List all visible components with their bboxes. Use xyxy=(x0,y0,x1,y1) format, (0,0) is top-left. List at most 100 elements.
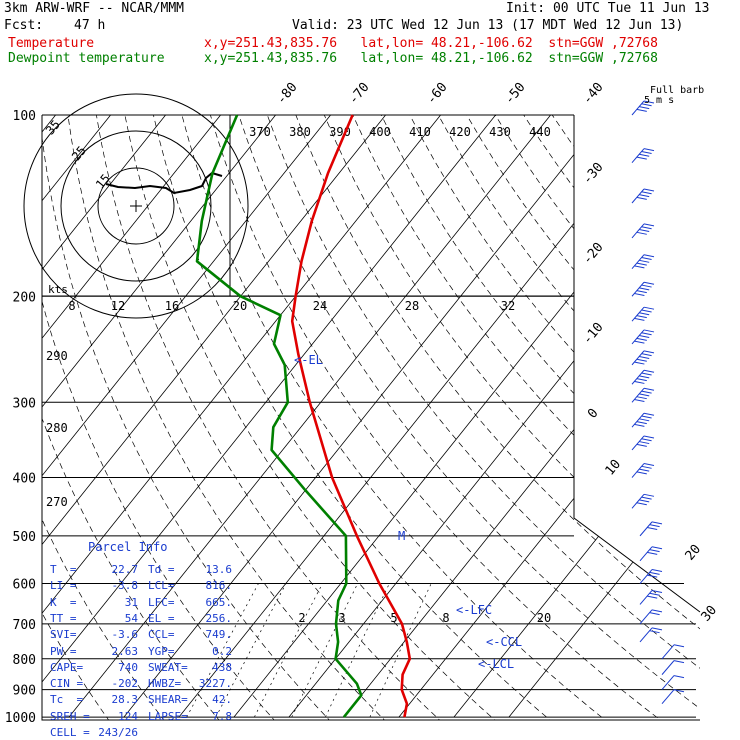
wind-barb-staff xyxy=(661,660,675,675)
parcel-info-cell: YGP= xyxy=(148,644,175,658)
wind-barb-flag xyxy=(643,223,655,227)
theta-e-label: 440 xyxy=(529,125,551,139)
wind-barb-flag xyxy=(643,369,655,373)
wind-barb-flag xyxy=(651,569,663,573)
parcel-level-annotation: <-LCL xyxy=(478,657,514,671)
valid-time: Valid: 23 UTC Wed 12 Jun 13 (17 MDT Wed … xyxy=(292,18,684,33)
wind-barb-flag xyxy=(639,194,650,198)
wind-barb-flag xyxy=(639,375,650,379)
dry-adiabat xyxy=(42,115,116,720)
dry-adiabat xyxy=(523,115,700,720)
frame-left-bottom xyxy=(41,115,700,721)
wind-barb xyxy=(631,463,655,478)
wind-barb-flag xyxy=(639,468,650,472)
wind-barb-flag xyxy=(643,493,655,497)
isotherm-line xyxy=(68,115,551,718)
parcel-info-cell: -3.6 xyxy=(111,628,139,642)
parcel-info-cell: LI = xyxy=(50,579,77,593)
wind-barb xyxy=(631,188,655,204)
hodograph-ring-label: 15 xyxy=(93,171,113,191)
wind-barb-flag xyxy=(641,390,652,394)
wind-barb-flag xyxy=(647,551,658,555)
wind-barb-flag xyxy=(636,337,647,341)
wind-barb-flag xyxy=(634,361,645,365)
parcel-level-annotation: <-EL xyxy=(294,353,323,367)
theta-e-label: 390 xyxy=(329,125,351,139)
isotherm-line xyxy=(288,115,700,718)
wind-barb-staff xyxy=(661,689,675,705)
wind-barb-staff xyxy=(631,369,645,385)
parcel-info-cell: CELL = xyxy=(50,726,90,739)
dry-adiabat xyxy=(67,115,395,720)
mixing-ratio-label: 8 xyxy=(442,611,449,625)
theta-e-label: 380 xyxy=(289,125,311,139)
parcel-info-cell: LAPSE= xyxy=(148,709,188,723)
wind-barb-flag xyxy=(634,398,645,402)
isotherm-label: 30 xyxy=(699,603,721,625)
isotherm-line xyxy=(178,115,661,718)
wind-barb-flag xyxy=(673,675,685,679)
wind-barb xyxy=(631,387,655,403)
parcel-info-cell: 13.6 xyxy=(205,563,233,576)
wind-barb-flag xyxy=(641,226,652,230)
speed-tick-label: 32 xyxy=(501,299,515,313)
wind-barb-flag xyxy=(639,499,650,503)
wind-barb-staff xyxy=(631,387,645,403)
pressure-axis-labels: 100 200 300 400 500 600 700 800 900 1000 xyxy=(5,109,36,726)
pressure-label-100: 100 xyxy=(13,109,36,124)
wind-barb-flag xyxy=(636,421,647,425)
parcel-info-cell: PW = xyxy=(50,644,77,658)
wind-barb-flag xyxy=(643,306,655,310)
wind-barb-flag xyxy=(651,589,663,593)
wind-barb xyxy=(631,306,655,322)
parcel-info-cell: HWBZ= xyxy=(148,677,182,691)
parcel-info-cell: CAPE= xyxy=(50,660,84,674)
theta-e-labels: 370 380 390 400 410 420 430 440 xyxy=(249,125,551,139)
wind-barb-flag xyxy=(641,257,652,260)
wind-barb-flag xyxy=(639,335,650,339)
parcel-info-cell: 2.63 xyxy=(111,644,139,658)
wind-barb-staff xyxy=(631,188,645,204)
parcel-info-cell: T = xyxy=(50,563,77,576)
wind-barb-flag xyxy=(641,284,652,288)
parcel-info-cell: -202 xyxy=(111,677,139,691)
speed-tick-label: 28 xyxy=(405,299,419,313)
parcel-info-cell: K = xyxy=(50,595,77,609)
wind-barb-flag xyxy=(639,393,650,397)
wind-barb-flag xyxy=(649,592,660,596)
pressure-label-400: 400 xyxy=(13,472,36,487)
wind-barb xyxy=(631,350,655,366)
wind-barb-flag xyxy=(634,423,645,427)
dry-adiabat xyxy=(352,115,700,720)
parcel-info-cell: LCL= xyxy=(148,579,175,593)
wind-barb-flag xyxy=(641,103,652,107)
wind-barb-flag xyxy=(641,438,652,442)
wind-barb-staff xyxy=(631,281,645,297)
isotherm-label: -50 xyxy=(502,80,529,108)
wind-barb-staff xyxy=(631,350,645,366)
wind-barb xyxy=(661,689,685,705)
parcel-info-cell: 3227. xyxy=(198,677,232,691)
wind-barb-flag xyxy=(649,612,660,616)
pressure-label-700: 700 xyxy=(13,618,36,633)
wind-barb-flag xyxy=(634,317,645,321)
theta-e-label: 370 xyxy=(249,125,271,139)
wind-barb-flag xyxy=(643,281,655,285)
parcel-info-cell: 124 xyxy=(118,709,138,723)
wind-barb-flag xyxy=(636,290,647,294)
wind-barb xyxy=(631,369,655,385)
hodograph-ring xyxy=(23,93,249,319)
temperature-line xyxy=(290,114,412,718)
wind-barb xyxy=(661,675,685,690)
wind-barb xyxy=(631,148,655,164)
wind-barb-flag xyxy=(641,496,652,500)
wind-barb-staff xyxy=(661,675,675,690)
wind-barb-staff xyxy=(631,329,645,345)
isotherm-label: -10 xyxy=(580,320,607,348)
mixing-ratio-label: 2 xyxy=(298,611,305,625)
barb-legend-units: 5 m s xyxy=(644,95,675,106)
wind-barb-flag xyxy=(647,574,658,578)
pressure-label-900: 900 xyxy=(13,684,36,699)
wind-barb-flag xyxy=(649,571,660,575)
